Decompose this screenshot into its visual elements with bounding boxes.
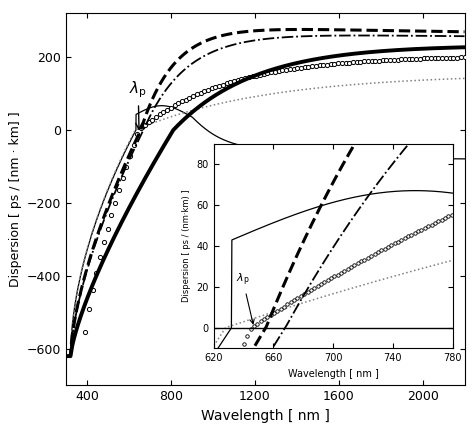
- Y-axis label: Dispersion [ ps / [nm · km] ]: Dispersion [ ps / [nm · km] ]: [9, 112, 22, 287]
- X-axis label: Wavelength [ nm ]: Wavelength [ nm ]: [201, 409, 330, 423]
- Text: $\lambda_{\rm p}$: $\lambda_{\rm p}$: [129, 80, 147, 129]
